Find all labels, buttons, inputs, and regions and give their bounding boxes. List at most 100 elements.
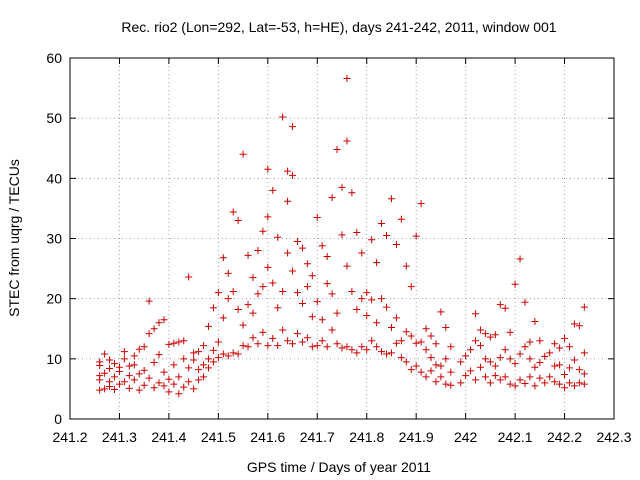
data-point — [140, 381, 148, 389]
data-point — [333, 309, 341, 317]
data-point — [501, 373, 509, 381]
data-point — [175, 373, 183, 381]
data-point — [289, 267, 297, 275]
data-point — [150, 358, 158, 366]
data-point — [264, 342, 272, 350]
data-point — [368, 337, 376, 345]
data-point — [472, 376, 480, 384]
data-point — [358, 249, 366, 257]
data-point — [358, 295, 366, 303]
data-point — [96, 358, 104, 366]
data-point — [298, 244, 306, 252]
data-point — [259, 227, 267, 235]
data-point — [239, 321, 247, 329]
data-point — [575, 322, 583, 330]
data-point — [511, 280, 519, 288]
data-point — [160, 382, 168, 390]
data-point — [204, 322, 212, 330]
data-point — [353, 305, 361, 313]
y-tick-label: 10 — [46, 351, 62, 367]
data-point — [333, 340, 341, 348]
data-point — [437, 373, 445, 381]
x-tick-label: 241.8 — [349, 429, 384, 445]
data-point — [229, 287, 237, 295]
data-point — [402, 328, 410, 336]
data-point — [140, 366, 148, 374]
data-point — [284, 197, 292, 205]
data-point — [180, 337, 188, 345]
data-point — [323, 343, 331, 351]
data-point — [556, 344, 564, 352]
data-point — [313, 298, 321, 306]
data-point — [269, 279, 277, 287]
data-point — [328, 326, 336, 334]
data-point — [501, 346, 509, 354]
y-tick-label: 40 — [46, 170, 62, 186]
data-point — [293, 238, 301, 246]
data-point — [115, 380, 123, 388]
data-point — [383, 231, 391, 239]
data-point — [308, 343, 316, 351]
data-point — [200, 342, 208, 350]
data-point — [373, 343, 381, 351]
data-point — [447, 343, 455, 351]
data-point — [368, 236, 376, 244]
data-point — [506, 328, 514, 336]
data-point — [279, 287, 287, 295]
data-point — [565, 343, 573, 351]
data-point — [392, 339, 400, 347]
data-point — [254, 290, 262, 298]
data-point — [214, 289, 222, 297]
data-point — [561, 370, 569, 378]
data-point — [318, 242, 326, 250]
data-point — [214, 354, 222, 362]
data-point — [462, 352, 470, 360]
data-point — [521, 343, 529, 351]
x-axis-label: GPS time / Days of year 2011 — [247, 459, 431, 475]
data-point — [120, 378, 128, 386]
x-tick-label: 241.2 — [52, 429, 87, 445]
data-point — [185, 273, 193, 281]
data-point — [323, 280, 331, 288]
data-point — [204, 364, 212, 372]
data-point — [417, 200, 425, 208]
data-point — [289, 340, 297, 348]
data-point — [412, 362, 420, 370]
data-point — [101, 369, 109, 377]
data-point — [348, 189, 356, 197]
chart-title: Rec. rio2 (Lon=292, Lat=-53, h=HE), days… — [121, 19, 556, 35]
data-point — [575, 379, 583, 387]
data-point — [234, 216, 242, 224]
data-point — [486, 333, 494, 341]
data-point — [521, 298, 529, 306]
data-point — [180, 383, 188, 391]
data-point — [274, 304, 282, 312]
data-point — [481, 355, 489, 363]
data-point — [343, 137, 351, 145]
data-point — [244, 301, 252, 309]
data-point — [318, 337, 326, 345]
data-point — [363, 346, 371, 354]
data-point — [170, 361, 178, 369]
data-point — [274, 233, 282, 241]
data-point — [190, 356, 198, 364]
data-point — [254, 340, 262, 348]
data-point — [155, 319, 163, 327]
data-point — [209, 358, 217, 366]
data-point — [442, 380, 450, 388]
data-point — [506, 355, 514, 363]
data-point — [115, 363, 123, 371]
data-point — [101, 350, 109, 358]
x-tick-label: 241.9 — [399, 429, 434, 445]
data-point — [531, 363, 539, 371]
data-point — [556, 380, 564, 388]
data-point — [392, 314, 400, 322]
data-point — [120, 355, 128, 363]
data-point — [323, 253, 331, 261]
data-point — [175, 390, 183, 398]
data-point — [195, 366, 203, 374]
x-tick-label: 241.3 — [102, 429, 137, 445]
data-point — [412, 232, 420, 240]
data-point — [378, 219, 386, 227]
